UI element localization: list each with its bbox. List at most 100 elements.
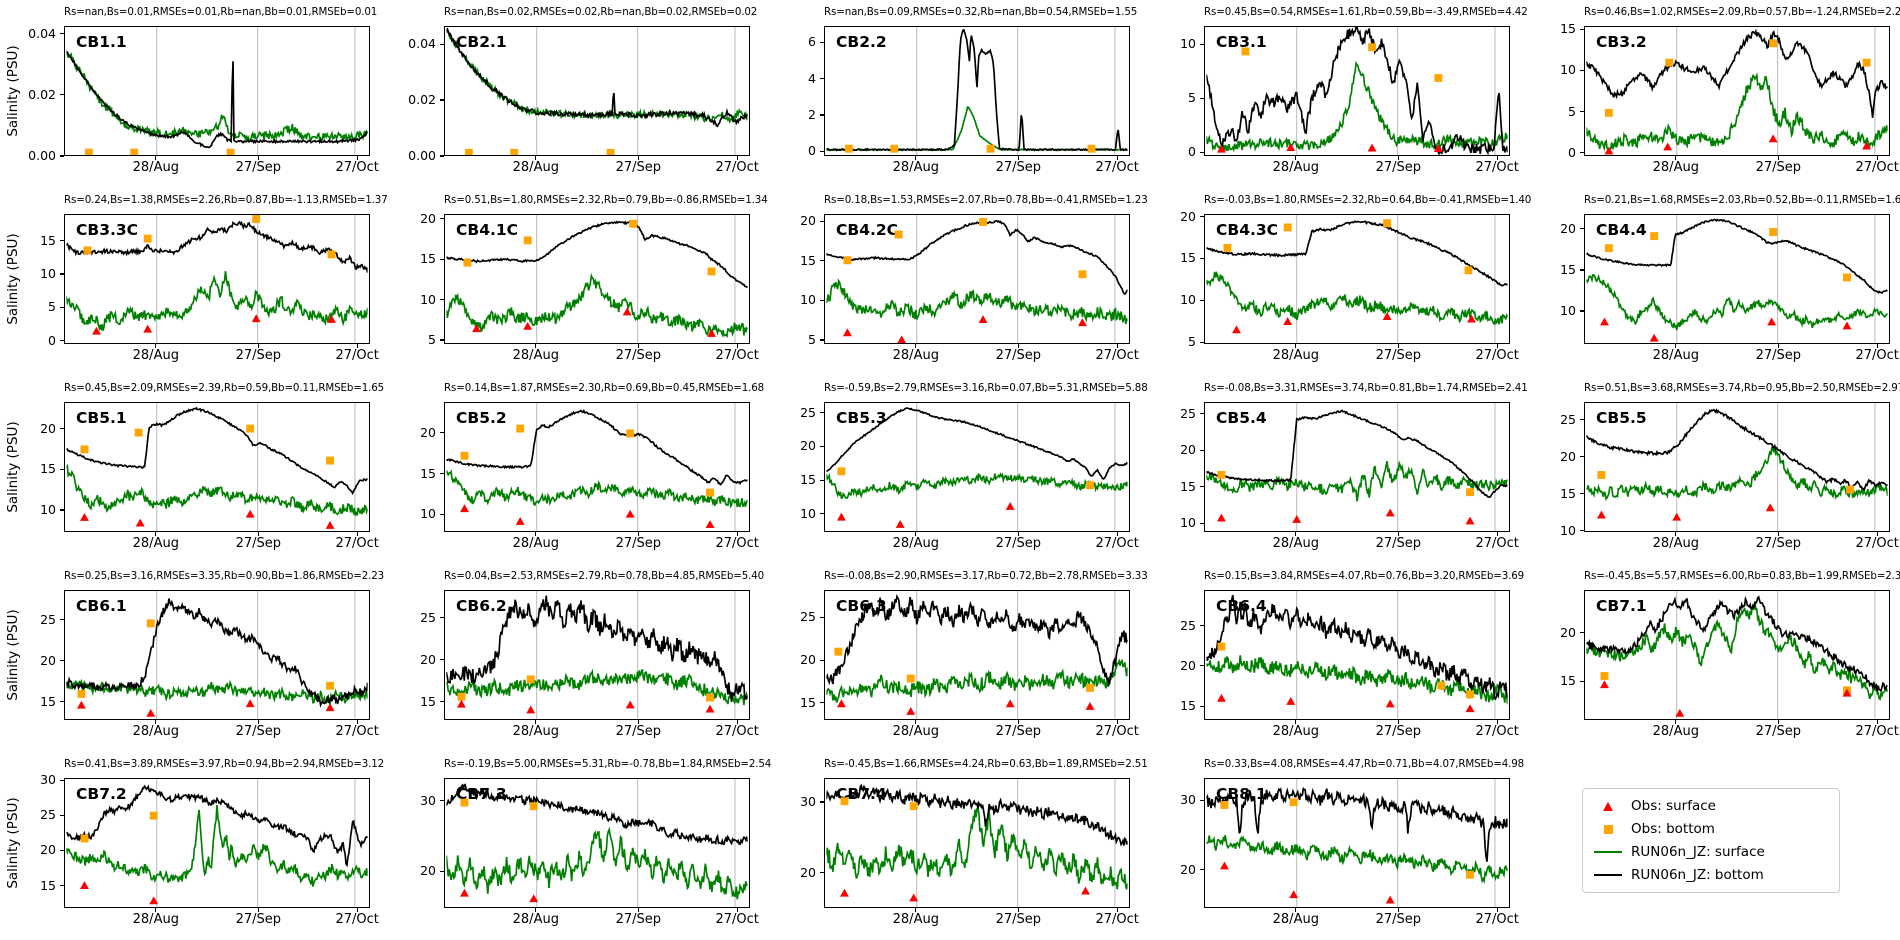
station-label: CB4.4: [1596, 221, 1647, 239]
y-tick-label: 0.00: [408, 148, 436, 163]
obs-bottom-marker: [1604, 244, 1613, 253]
y-tick-mark: [1580, 69, 1584, 72]
x-tick-mark: [736, 156, 738, 160]
plot-area: CB3.1: [1204, 26, 1510, 156]
x-tick-mark: [1116, 532, 1118, 536]
x-tick-mark: [915, 908, 917, 912]
y-tick-mark: [1200, 341, 1204, 343]
x-tick-label: 27/Oct: [1095, 912, 1139, 927]
y-tick-label: 20: [40, 420, 56, 436]
x-tick-label: 27/Sep: [235, 724, 282, 739]
obs-surface-marker: [1216, 144, 1226, 153]
x-tick-mark: [915, 156, 917, 160]
red-triangle-icon: [1593, 801, 1623, 811]
y-tick-label: 20: [1560, 220, 1576, 236]
x-tick-label: 28/Aug: [892, 912, 939, 927]
x-tick-mark: [1876, 532, 1878, 536]
y-tick-label: 25: [40, 807, 56, 823]
surface-model-line: [1586, 445, 1888, 502]
bottom-model-line: [826, 219, 1128, 296]
obs-bottom-marker: [1368, 43, 1377, 52]
y-tick-label: 20: [1180, 442, 1196, 458]
x-tick-mark: [257, 344, 259, 348]
obs-bottom-marker: [80, 445, 89, 454]
surface-model-line: [826, 472, 1128, 500]
y-tick-mark: [1200, 799, 1204, 801]
x-tick-mark: [535, 532, 537, 536]
y-tick-label: 5: [808, 332, 816, 348]
panel-CB8.1: Rs=0.33,Bs=4.08,RMSEs=4.47,Rb=0.71,Bb=4.…: [1140, 752, 1524, 940]
plot-area: CB4.4: [1584, 214, 1890, 344]
x-tick-label: 27/Oct: [1855, 348, 1899, 363]
x-tick-mark: [736, 720, 738, 724]
obs-bottom-marker: [326, 456, 334, 465]
station-label: CB5.4: [1216, 409, 1267, 427]
obs-surface-marker: [842, 328, 852, 337]
x-tick-label: 27/Oct: [715, 536, 759, 551]
y-tick-mark: [440, 472, 444, 475]
surface-model-line: [446, 826, 748, 900]
obs-bottom-marker: [1466, 870, 1474, 879]
obs-surface-marker: [76, 700, 86, 709]
chart-svg: [66, 779, 368, 907]
x-tick-label: 27/Oct: [1855, 160, 1899, 175]
chart-svg: [826, 27, 1128, 155]
obs-bottom-marker: [1843, 273, 1851, 282]
y-tick-label: 10: [800, 292, 816, 308]
bottom-model-line: [446, 783, 748, 846]
plot-area: CB7.4: [824, 778, 1130, 908]
plot-area: CB1.1: [64, 26, 370, 156]
obs-surface-marker: [460, 504, 469, 513]
panel-CB1.1: Rs=nan,Bs=0.01,RMSEs=0.01,Rb=nan,Bb=0.01…: [0, 0, 380, 188]
x-tick-label: 28/Aug: [132, 348, 179, 363]
surface-model-line: [1206, 835, 1508, 884]
stats-title: Rs=0.46,Bs=1.02,RMSEs=2.09,Rb=0.57,Bb=-1…: [1584, 6, 1900, 18]
panel-CB5.2: Rs=0.14,Bs=1.87,RMSEs=2.30,Rb=0.69,Bb=0.…: [380, 376, 764, 564]
obs-bottom-marker: [629, 219, 638, 228]
y-tick-mark: [1580, 632, 1584, 634]
y-tick-mark: [1580, 419, 1584, 421]
y-tick-label: 30: [40, 772, 56, 788]
panel-CB2.2: Rs=nan,Bs=0.09,RMSEs=0.32,Rb=nan,Bb=0.54…: [760, 0, 1140, 188]
y-tick-label: 0.04: [408, 36, 436, 52]
y-tick-label: 10: [1180, 515, 1196, 531]
y-tick-mark: [440, 617, 444, 619]
station-label: CB5.2: [456, 409, 507, 427]
x-tick-mark: [736, 344, 738, 348]
panel-CB4.3C: Rs=-0.03,Bs=1.80,RMSEs=2.32,Rb=0.64,Bb=-…: [1140, 188, 1531, 376]
plot-area: CB6.2: [444, 590, 750, 720]
x-tick-mark: [1496, 344, 1498, 348]
x-tick-label: 28/Aug: [1272, 724, 1319, 739]
x-tick-mark: [257, 532, 259, 536]
panel-CB6.3: Rs=-0.08,Bs=2.90,RMSEs=3.17,Rb=0.72,Bb=2…: [760, 564, 1148, 752]
obs-bottom-marker: [1597, 471, 1606, 479]
y-tick-label: 25: [1180, 405, 1196, 421]
y-tick-mark: [440, 298, 444, 301]
obs-surface-marker: [1085, 701, 1095, 710]
x-tick-mark: [1496, 532, 1498, 536]
y-tick-mark: [60, 428, 64, 430]
x-tick-label: 27/Sep: [995, 348, 1042, 363]
station-label: CB5.3: [836, 409, 887, 427]
x-tick-label: 28/Aug: [1652, 160, 1699, 175]
y-tick-mark: [820, 339, 824, 341]
orange-square-icon: [1593, 824, 1623, 834]
panel-CB5.1: Rs=0.45,Bs=2.09,RMSEs=2.39,Rb=0.59,Bb=0.…: [0, 376, 384, 564]
chart-svg: [1206, 779, 1508, 907]
obs-surface-marker: [143, 324, 153, 333]
obs-bottom-marker: [1087, 144, 1096, 153]
x-tick-mark: [155, 908, 157, 912]
obs-bottom-marker: [1086, 683, 1094, 692]
obs-bottom-marker: [326, 681, 334, 690]
y-tick-label: 20: [420, 424, 436, 440]
obs-bottom-marker: [1217, 642, 1226, 651]
obs-bottom-marker: [1650, 232, 1659, 241]
x-tick-label: 27/Sep: [235, 160, 282, 175]
y-tick-mark: [440, 43, 444, 45]
y-tick-label: 10: [40, 502, 56, 518]
x-tick-mark: [155, 156, 157, 160]
y-tick-mark: [1580, 680, 1584, 682]
obs-bottom-marker: [1862, 58, 1871, 67]
x-tick-label: 28/Aug: [132, 160, 179, 175]
station-label: CB4.2C: [836, 221, 899, 239]
